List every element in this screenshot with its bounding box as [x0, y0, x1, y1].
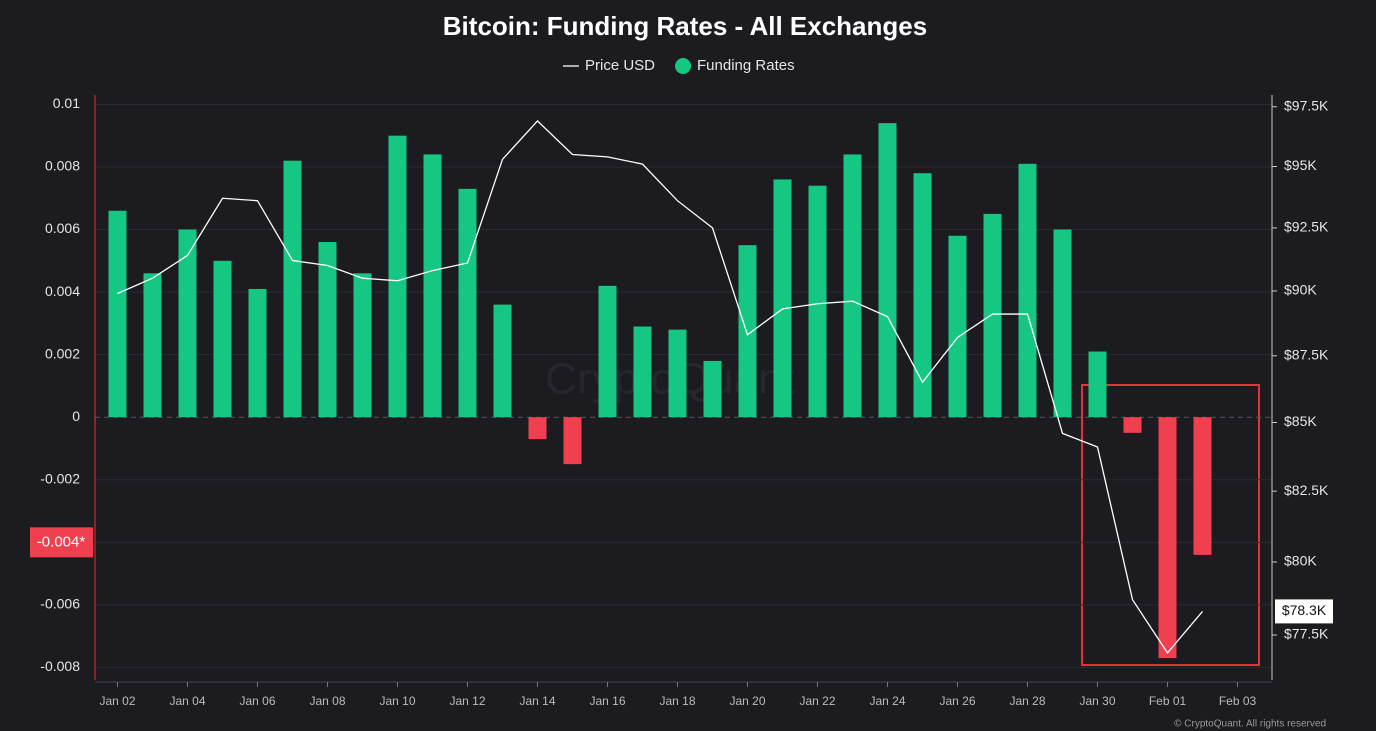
highlight-box — [1081, 384, 1260, 666]
x-tick-label: Jan 02 — [99, 694, 135, 708]
bar — [283, 160, 302, 418]
y-tick-label: 0.002 — [45, 345, 80, 361]
x-tick-label: Jan 30 — [1079, 694, 1115, 708]
bar — [353, 273, 372, 418]
value-label-box — [1275, 599, 1333, 624]
y-tick-label: 0.01 — [53, 95, 80, 111]
y2-tick-label: $95K — [1284, 157, 1317, 173]
bar — [563, 417, 582, 465]
y-tick-label: -0.002 — [40, 470, 80, 486]
x-tick-label: Jan 14 — [519, 694, 555, 708]
bar — [423, 154, 442, 418]
bar — [318, 242, 337, 418]
x-tick-label: Jan 08 — [309, 694, 345, 708]
bar — [878, 123, 897, 418]
x-tick-label: Jan 24 — [869, 694, 905, 708]
x-tick-label: Feb 01 — [1149, 694, 1187, 708]
y2-tick-label: $77.5K — [1284, 626, 1329, 642]
y2-tick-label: $80K — [1284, 553, 1317, 569]
bar — [1053, 229, 1072, 418]
bar — [843, 154, 862, 418]
bar — [528, 417, 547, 440]
bar — [983, 213, 1002, 418]
value-label: $78.3K — [1282, 602, 1327, 618]
bar — [1088, 351, 1107, 418]
cursor-label-box — [30, 527, 93, 558]
bar — [1158, 417, 1177, 659]
bar — [1193, 417, 1212, 555]
bar — [1123, 417, 1142, 433]
y-tick-label: -0.006 — [40, 596, 80, 612]
bar — [913, 173, 932, 418]
x-tick-label: Feb 03 — [1219, 694, 1257, 708]
y-tick-label: 0.004 — [45, 283, 80, 299]
y2-tick-label: $92.5K — [1284, 219, 1329, 235]
bar — [458, 188, 477, 418]
bar — [178, 229, 197, 418]
x-tick-label: Jan 22 — [799, 694, 835, 708]
x-tick-label: Jan 16 — [589, 694, 625, 708]
y-tick-label: 0.006 — [45, 220, 80, 236]
bar — [248, 288, 267, 418]
y-tick-label: 0 — [72, 408, 80, 424]
x-tick-label: Jan 12 — [449, 694, 485, 708]
y2-tick-label: $90K — [1284, 282, 1317, 298]
bar — [703, 360, 722, 418]
bar — [1018, 163, 1037, 418]
bar — [388, 135, 407, 418]
y2-tick-label: $85K — [1284, 413, 1317, 429]
x-tick-label: Jan 26 — [939, 694, 975, 708]
x-tick-label: Jan 28 — [1009, 694, 1045, 708]
x-tick-label: Jan 04 — [169, 694, 205, 708]
bar — [668, 329, 687, 418]
bar — [948, 235, 967, 418]
bar — [808, 185, 827, 418]
legend: Price USD Funding Rates — [563, 57, 795, 74]
bar — [773, 179, 792, 418]
cursor-label: -0.004* — [37, 533, 86, 550]
bar — [738, 245, 757, 418]
x-tick-label: Jan 20 — [729, 694, 765, 708]
x-tick-label: Jan 10 — [379, 694, 415, 708]
bar — [143, 273, 162, 418]
y2-tick-label: $87.5K — [1284, 346, 1329, 362]
bar — [493, 304, 512, 418]
x-tick-label: Jan 06 — [239, 694, 275, 708]
bar — [213, 260, 232, 418]
y-tick-label: -0.008 — [40, 658, 80, 674]
legend-dot — [675, 58, 692, 74]
bar — [633, 326, 652, 418]
x-tick-label: Jan 18 — [659, 694, 695, 708]
bar — [108, 210, 127, 418]
price-line — [117, 120, 1203, 654]
bar — [598, 285, 617, 418]
y2-tick-label: $82.5K — [1284, 482, 1329, 498]
y-tick-label: 0.008 — [45, 158, 80, 174]
footer: © CryptoQuant. All rights reserved — [1174, 719, 1326, 730]
chart-title: Bitcoin: Funding Rates - All Exchanges — [443, 11, 927, 41]
legend-label: Funding Rates — [697, 57, 795, 74]
legend-label: Price USD — [585, 57, 655, 74]
y2-tick-label: $97.5K — [1284, 97, 1329, 113]
